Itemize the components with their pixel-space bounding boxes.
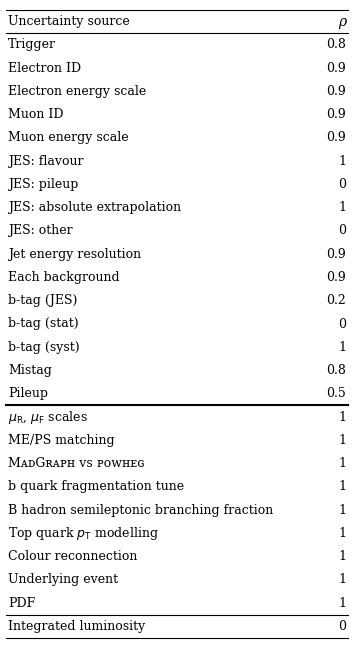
- Text: 0.5: 0.5: [326, 388, 346, 400]
- Text: Mistag: Mistag: [8, 364, 52, 377]
- Text: 0.9: 0.9: [326, 85, 346, 98]
- Text: 1: 1: [338, 550, 346, 563]
- Text: 0.8: 0.8: [326, 38, 346, 51]
- Text: 1: 1: [338, 503, 346, 516]
- Text: b-tag (syst): b-tag (syst): [8, 341, 80, 354]
- Text: 1: 1: [338, 434, 346, 447]
- Text: 0.9: 0.9: [326, 132, 346, 145]
- Text: Pileup: Pileup: [8, 388, 48, 400]
- Text: 0.8: 0.8: [326, 364, 346, 377]
- Text: $\mu_{\mathrm{R}}$, $\mu_{\mathrm{F}}$ scales: $\mu_{\mathrm{R}}$, $\mu_{\mathrm{F}}$ s…: [8, 408, 88, 426]
- Text: 0: 0: [338, 178, 346, 191]
- Text: 1: 1: [338, 527, 346, 540]
- Text: Muon ID: Muon ID: [8, 108, 63, 121]
- Text: b-tag (stat): b-tag (stat): [8, 318, 79, 330]
- Text: Electron ID: Electron ID: [8, 62, 81, 75]
- Text: Uncertainty source: Uncertainty source: [8, 15, 130, 28]
- Text: 0.2: 0.2: [326, 294, 346, 307]
- Text: 1: 1: [338, 341, 346, 354]
- Text: Underlying event: Underlying event: [8, 573, 118, 586]
- Text: Electron energy scale: Electron energy scale: [8, 85, 146, 98]
- Text: 0.9: 0.9: [326, 248, 346, 260]
- Text: ρ: ρ: [338, 15, 346, 29]
- Text: 1: 1: [338, 155, 346, 168]
- Text: ME/PS matching: ME/PS matching: [8, 434, 115, 447]
- Text: JES: flavour: JES: flavour: [8, 155, 84, 168]
- Text: JES: pileup: JES: pileup: [8, 178, 78, 191]
- Text: B hadron semileptonic branching fraction: B hadron semileptonic branching fraction: [8, 503, 273, 516]
- Text: 1: 1: [338, 573, 346, 586]
- Text: 1: 1: [338, 457, 346, 470]
- Text: Top quark $p_{\mathrm{T}}$ modelling: Top quark $p_{\mathrm{T}}$ modelling: [8, 525, 159, 542]
- Text: 1: 1: [338, 201, 346, 214]
- Text: JES: other: JES: other: [8, 224, 73, 237]
- Text: JES: absolute extrapolation: JES: absolute extrapolation: [8, 201, 181, 214]
- Text: MᴀᴅGʀᴀᴘʜ vs ᴘᴏᴡʜᴇɢ: MᴀᴅGʀᴀᴘʜ vs ᴘᴏᴡʜᴇɢ: [8, 457, 144, 470]
- Text: 1: 1: [338, 411, 346, 424]
- Text: 0: 0: [338, 620, 346, 633]
- Text: Muon energy scale: Muon energy scale: [8, 132, 129, 145]
- Text: Trigger: Trigger: [8, 38, 56, 51]
- Text: 0.9: 0.9: [326, 108, 346, 121]
- Text: Colour reconnection: Colour reconnection: [8, 550, 137, 563]
- Text: b quark fragmentation tune: b quark fragmentation tune: [8, 480, 184, 493]
- Text: 1: 1: [338, 480, 346, 493]
- Text: PDF: PDF: [8, 597, 35, 610]
- Text: 0.9: 0.9: [326, 271, 346, 284]
- Text: Jet energy resolution: Jet energy resolution: [8, 248, 141, 260]
- Text: 0: 0: [338, 318, 346, 330]
- Text: Each background: Each background: [8, 271, 120, 284]
- Text: b-tag (JES): b-tag (JES): [8, 294, 78, 307]
- Text: 1: 1: [338, 597, 346, 610]
- Text: Integrated luminosity: Integrated luminosity: [8, 620, 145, 633]
- Text: 0: 0: [338, 224, 346, 237]
- Text: 0.9: 0.9: [326, 62, 346, 75]
